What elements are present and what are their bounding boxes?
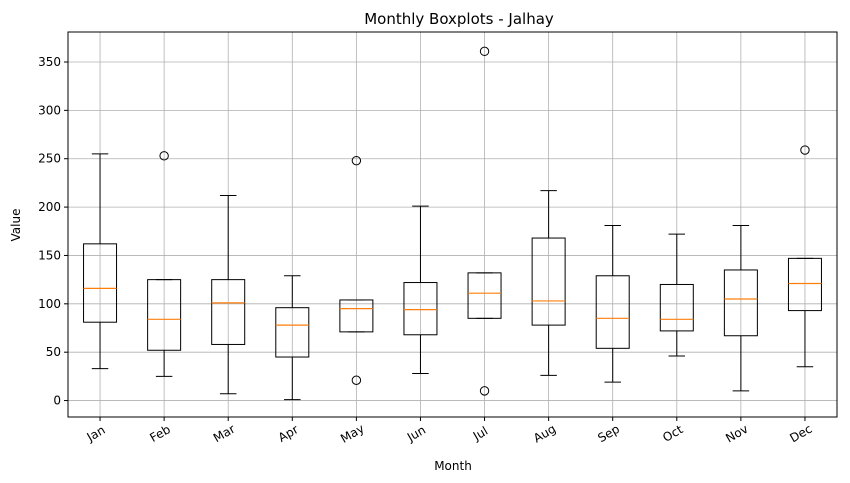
y-tick-label: 50 xyxy=(46,345,61,359)
x-tick-label: Sep xyxy=(595,422,622,445)
box-mar xyxy=(211,194,246,395)
y-tick-label: 0 xyxy=(53,394,61,408)
x-tick-label: May xyxy=(338,421,366,446)
iqr-box xyxy=(275,307,310,358)
iqr-box xyxy=(467,272,502,319)
axes-layer: 0 50 100 150 200 250 300 350 Jan Feb Mar Apr May Jun J… xyxy=(38,55,814,446)
iqr-box xyxy=(659,283,694,332)
y-tick-label: 250 xyxy=(38,152,61,166)
outlier-point xyxy=(800,145,810,155)
x-tick-label: Oct xyxy=(660,422,685,445)
iqr-box xyxy=(531,237,566,326)
iqr-box xyxy=(339,299,374,333)
y-tick-label: 200 xyxy=(38,200,61,214)
outlier-point xyxy=(479,46,490,57)
boxes-layer xyxy=(83,46,822,401)
outlier-point xyxy=(159,151,169,161)
x-axis-label: Month xyxy=(434,459,472,473)
iqr-box xyxy=(147,279,182,351)
box-feb xyxy=(147,151,182,377)
chart-title: Monthly Boxplots - Jalhay xyxy=(364,10,554,28)
box-apr xyxy=(275,275,310,401)
iqr-box xyxy=(787,257,822,312)
box-aug xyxy=(531,190,566,376)
x-tick-label: Jul xyxy=(470,424,490,444)
outlier-point xyxy=(351,375,362,385)
grid-lines xyxy=(68,32,837,417)
iqr-box xyxy=(723,269,758,337)
x-tick-label: Mar xyxy=(211,422,238,445)
box-nov xyxy=(723,224,758,392)
box-may xyxy=(339,155,374,385)
x-tick-label: Jan xyxy=(84,423,108,445)
box-jan xyxy=(83,153,118,370)
x-tick-label: Feb xyxy=(147,422,172,445)
x-tick-label: Dec xyxy=(787,422,814,446)
y-tick-label: 350 xyxy=(38,55,61,69)
outlier-point xyxy=(479,386,490,396)
box-oct xyxy=(659,233,694,357)
y-axis-label: Value xyxy=(9,209,23,242)
box-sep xyxy=(595,224,630,383)
iqr-box xyxy=(403,282,438,336)
y-tick-label: 100 xyxy=(38,297,61,311)
y-tick-label: 300 xyxy=(38,103,61,117)
x-tick-label: Nov xyxy=(723,422,750,446)
x-tick-label: Aug xyxy=(531,422,558,446)
box-jun xyxy=(403,205,438,374)
plot-frame xyxy=(67,31,838,418)
iqr-box xyxy=(595,275,630,349)
outlier-point xyxy=(351,155,362,166)
iqr-box xyxy=(83,243,118,323)
x-tick-label: Apr xyxy=(276,422,301,445)
x-tick-label: Jun xyxy=(404,423,428,445)
box-dec xyxy=(787,145,822,368)
box-jul xyxy=(467,46,502,396)
iqr-box xyxy=(211,279,246,345)
y-tick-label: 150 xyxy=(38,248,61,262)
